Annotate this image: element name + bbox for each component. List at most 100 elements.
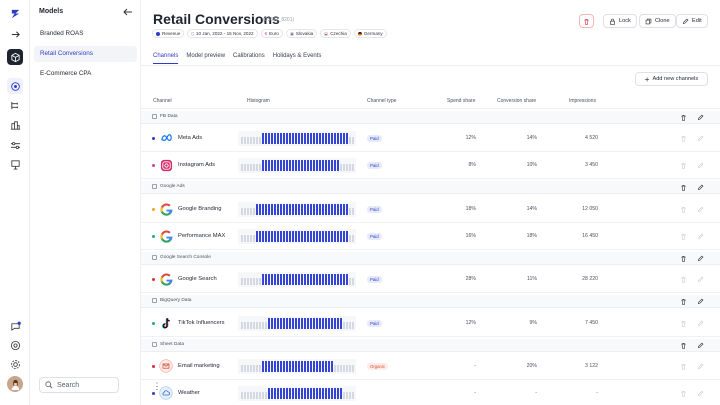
table-row[interactable]: Weather - - - bbox=[141, 380, 720, 405]
trash-icon[interactable] bbox=[680, 135, 687, 142]
target-icon[interactable] bbox=[7, 78, 23, 94]
histogram-bar bbox=[283, 318, 285, 329]
pencil-icon[interactable] bbox=[697, 184, 704, 191]
trash-icon[interactable] bbox=[680, 390, 687, 397]
search-placeholder: Search bbox=[57, 381, 80, 389]
more-options-icon[interactable]: ⋮ bbox=[152, 381, 162, 391]
channel-type-badge: Paid bbox=[367, 206, 382, 213]
trash-icon[interactable] bbox=[680, 184, 687, 191]
pencil-icon[interactable] bbox=[697, 255, 704, 262]
histogram-bar bbox=[259, 164, 261, 171]
pencil-icon[interactable] bbox=[697, 162, 704, 169]
conversion-share: - bbox=[535, 390, 537, 396]
histogram-bar bbox=[280, 133, 282, 144]
histogram-bar bbox=[265, 160, 267, 171]
histogram-bar bbox=[250, 392, 252, 399]
conversion-share: 18% bbox=[526, 233, 537, 239]
histogram-bar bbox=[274, 133, 276, 144]
tab-channels[interactable]: Channels bbox=[153, 53, 179, 64]
histogram-bar bbox=[346, 365, 348, 372]
trash-icon[interactable] bbox=[680, 255, 687, 262]
histogram-bar bbox=[298, 318, 300, 329]
histogram-bar bbox=[334, 388, 336, 399]
histogram-bar bbox=[247, 164, 249, 171]
tab-model-preview[interactable]: Model preview bbox=[186, 53, 226, 59]
pencil-icon[interactable] bbox=[697, 342, 704, 349]
histogram-bar bbox=[346, 322, 348, 329]
models-icon[interactable] bbox=[7, 49, 23, 65]
tab-calibrations[interactable]: Calibrations bbox=[233, 53, 265, 59]
pencil-icon[interactable] bbox=[697, 233, 704, 240]
trash-icon[interactable] bbox=[680, 114, 687, 121]
edit-button[interactable]: Edit bbox=[676, 14, 708, 28]
histogram-bar bbox=[316, 274, 318, 285]
delete-model-button[interactable] bbox=[579, 14, 594, 28]
pencil-icon[interactable] bbox=[697, 206, 704, 213]
pencil-icon[interactable] bbox=[697, 298, 704, 305]
sidebar-item-branded-roas[interactable]: Branded ROAS bbox=[40, 30, 84, 37]
group-label: FB Data bbox=[160, 114, 178, 119]
pencil-icon[interactable] bbox=[697, 114, 704, 121]
trash-icon[interactable] bbox=[680, 363, 687, 370]
trash-icon[interactable] bbox=[680, 320, 687, 327]
histogram-bar bbox=[322, 231, 324, 242]
trash-icon[interactable] bbox=[680, 342, 687, 349]
pencil-icon[interactable] bbox=[697, 276, 704, 283]
table-row[interactable]: Email marketing Organic - 20% 3 122 bbox=[141, 353, 720, 380]
lock-button[interactable]: Lock bbox=[603, 14, 637, 28]
search-input[interactable]: Search bbox=[39, 377, 119, 393]
histogram-bar bbox=[310, 204, 312, 215]
pencil-icon[interactable] bbox=[697, 135, 704, 142]
histogram-bar bbox=[250, 208, 252, 215]
histogram-bar bbox=[325, 204, 327, 215]
trash-icon[interactable] bbox=[680, 298, 687, 305]
histogram-bar bbox=[301, 388, 303, 399]
histogram-bar bbox=[331, 388, 333, 399]
arrow-right-icon[interactable] bbox=[7, 26, 23, 42]
histogram-bar bbox=[274, 274, 276, 285]
sliders-icon[interactable] bbox=[7, 137, 23, 153]
pencil-icon[interactable] bbox=[697, 363, 704, 370]
table-row[interactable]: Meta Ads Paid 12% 14% 4 520 bbox=[141, 125, 720, 152]
table-row[interactable]: TikTok Influencers Paid 12% 9% 7 450 bbox=[141, 310, 720, 337]
add-new-channels-button[interactable]: + Add new channels bbox=[635, 72, 708, 86]
column-channel-type: Channel type bbox=[367, 98, 397, 104]
impressions: 7 450 bbox=[585, 320, 598, 326]
flow-icon[interactable] bbox=[7, 97, 23, 113]
table-row[interactable]: Google Branding Paid 18% 14% 12 050 bbox=[141, 196, 720, 223]
histogram-bar bbox=[265, 133, 267, 144]
table-row[interactable]: Performance MAX Paid 16% 18% 16 450 bbox=[141, 223, 720, 250]
table-row[interactable]: Google Search Paid 28% 11% 28 220 bbox=[141, 266, 720, 293]
channel-name: Weather bbox=[178, 390, 200, 396]
histogram-bar bbox=[253, 235, 255, 242]
sidebar-item-ecommerce-cpa[interactable]: E-Commerce CPA bbox=[40, 70, 92, 77]
channel-type-badge: Paid bbox=[367, 162, 382, 169]
sidebar-item-retail-conversions[interactable]: Retail Conversions bbox=[34, 46, 137, 62]
tab-holidays-events[interactable]: Holidays & Events bbox=[272, 53, 322, 59]
buildings-icon[interactable] bbox=[7, 117, 23, 133]
histogram-bar bbox=[349, 392, 351, 399]
settings-icon[interactable] bbox=[7, 356, 23, 372]
histogram-bar bbox=[340, 318, 342, 329]
chat-notification-icon[interactable] bbox=[7, 318, 23, 334]
back-arrow-icon[interactable] bbox=[122, 6, 134, 18]
avatar[interactable] bbox=[7, 376, 23, 392]
histogram-bar bbox=[298, 160, 300, 171]
histogram-bar bbox=[322, 204, 324, 215]
help-icon[interactable] bbox=[7, 337, 23, 353]
pencil-icon[interactable] bbox=[697, 390, 704, 397]
histogram bbox=[238, 131, 356, 146]
trash-icon[interactable] bbox=[680, 206, 687, 213]
trash-icon[interactable] bbox=[680, 233, 687, 240]
trash-icon[interactable] bbox=[680, 276, 687, 283]
trash-icon[interactable] bbox=[680, 162, 687, 169]
clone-button[interactable]: Clone bbox=[639, 14, 676, 28]
pencil-icon[interactable] bbox=[697, 320, 704, 327]
page-title: Retail Conversions bbox=[153, 11, 280, 27]
histogram-bar bbox=[274, 318, 276, 329]
histogram-bar bbox=[292, 204, 294, 215]
logo-icon[interactable] bbox=[7, 5, 23, 21]
histogram-bar bbox=[286, 133, 288, 144]
table-row[interactable]: Instagram Ads Paid 8% 10% 3 450 bbox=[141, 152, 720, 179]
presentation-icon[interactable] bbox=[7, 156, 23, 172]
